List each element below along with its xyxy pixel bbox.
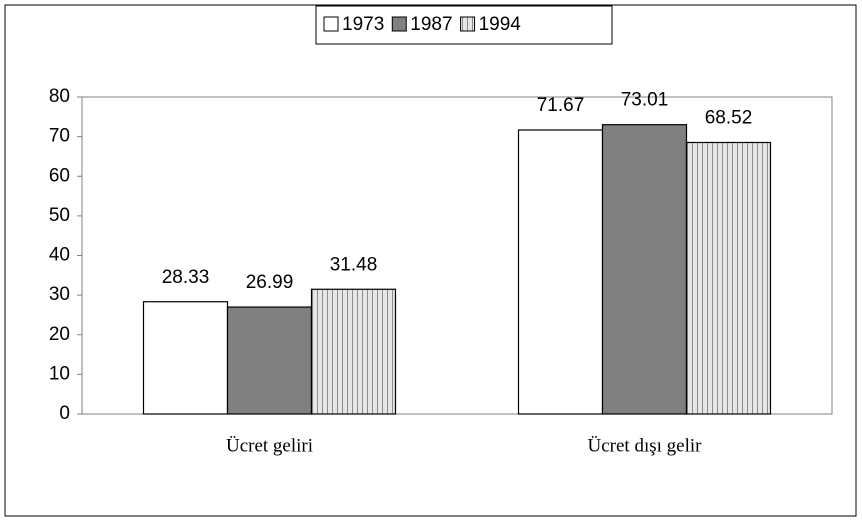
y-tick-label: 50 bbox=[49, 205, 70, 226]
y-tick-label: 80 bbox=[49, 86, 70, 107]
legend-label: 1973 bbox=[342, 14, 384, 35]
legend-swatch bbox=[460, 16, 476, 32]
bar bbox=[142, 301, 229, 415]
legend-swatch bbox=[323, 16, 339, 32]
legend-label: 1987 bbox=[410, 14, 452, 35]
y-tick-label: 20 bbox=[49, 324, 70, 345]
value-label: 31.48 bbox=[330, 254, 378, 275]
y-tick-label: 10 bbox=[49, 363, 70, 384]
y-tick-label: 30 bbox=[49, 284, 70, 305]
value-label: 71.67 bbox=[537, 95, 585, 116]
x-tick-label: Ücret dışı gelir bbox=[588, 435, 703, 456]
y-tick-label: 0 bbox=[59, 403, 70, 424]
value-label: 26.99 bbox=[246, 272, 294, 293]
bar bbox=[226, 306, 313, 415]
value-label: 73.01 bbox=[621, 90, 669, 111]
y-tick-label: 40 bbox=[49, 245, 70, 266]
bar bbox=[685, 141, 772, 415]
bar bbox=[601, 124, 688, 415]
y-tick-label: 60 bbox=[49, 165, 70, 186]
x-tick-label: Ücret geliri bbox=[226, 435, 313, 456]
bar bbox=[310, 288, 397, 415]
value-label: 28.33 bbox=[162, 267, 210, 288]
legend-swatch bbox=[391, 16, 407, 32]
y-tick-label: 70 bbox=[49, 126, 70, 147]
value-label: 68.52 bbox=[705, 108, 753, 129]
legend-label: 1994 bbox=[479, 14, 522, 35]
bar bbox=[517, 129, 604, 415]
